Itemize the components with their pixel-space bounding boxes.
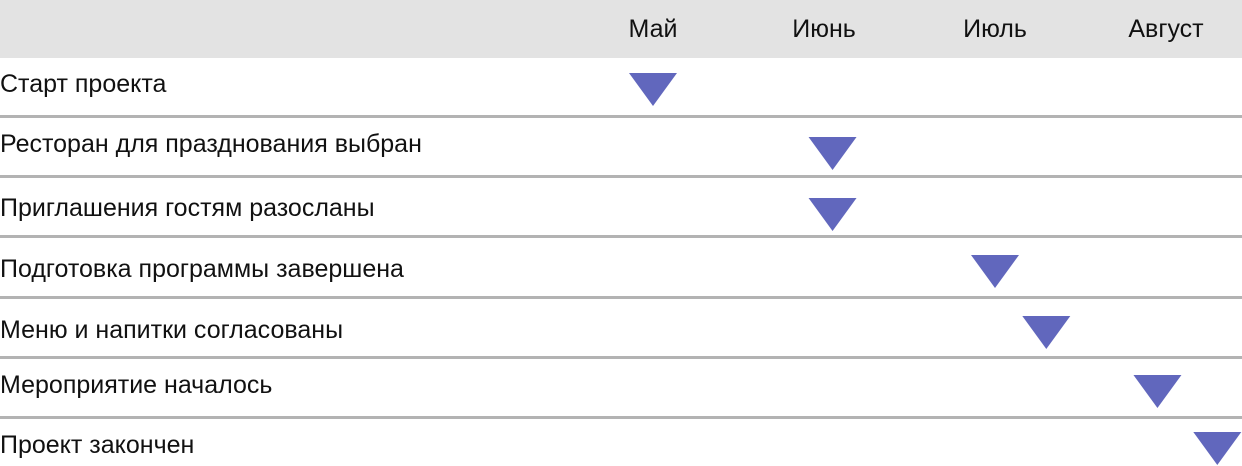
row-divider	[0, 296, 1242, 299]
timeline-header: Май Июнь Июль Август	[0, 0, 1242, 58]
row-divider	[0, 356, 1242, 359]
milestone-marker	[808, 198, 857, 231]
milestone-marker	[1193, 432, 1242, 465]
milestone-label: Старт проекта	[0, 70, 167, 98]
milestone-marker	[1133, 375, 1182, 408]
milestone-label: Приглашения гостям разосланы	[0, 194, 375, 222]
month-header-august: Август	[1128, 15, 1204, 43]
milestone-marker	[808, 137, 857, 170]
row-divider	[0, 416, 1242, 419]
milestone-marker	[1022, 316, 1071, 349]
milestone-label: Мероприятие началось	[0, 371, 273, 399]
row-divider	[0, 235, 1242, 238]
milestone-label: Подготовка программы завершена	[0, 255, 404, 283]
row-divider	[0, 175, 1242, 178]
milestone-label: Проект закончен	[0, 431, 195, 459]
milestone-marker	[971, 255, 1019, 288]
milestone-marker	[629, 73, 677, 106]
month-header-may: Май	[628, 15, 678, 43]
row-divider	[0, 115, 1242, 118]
milestone-label: Ресторан для празднования выбран	[0, 130, 422, 158]
milestone-label: Меню и напитки согласованы	[0, 316, 344, 344]
month-header-july: Июль	[963, 15, 1027, 43]
month-header-june: Июнь	[792, 15, 856, 43]
